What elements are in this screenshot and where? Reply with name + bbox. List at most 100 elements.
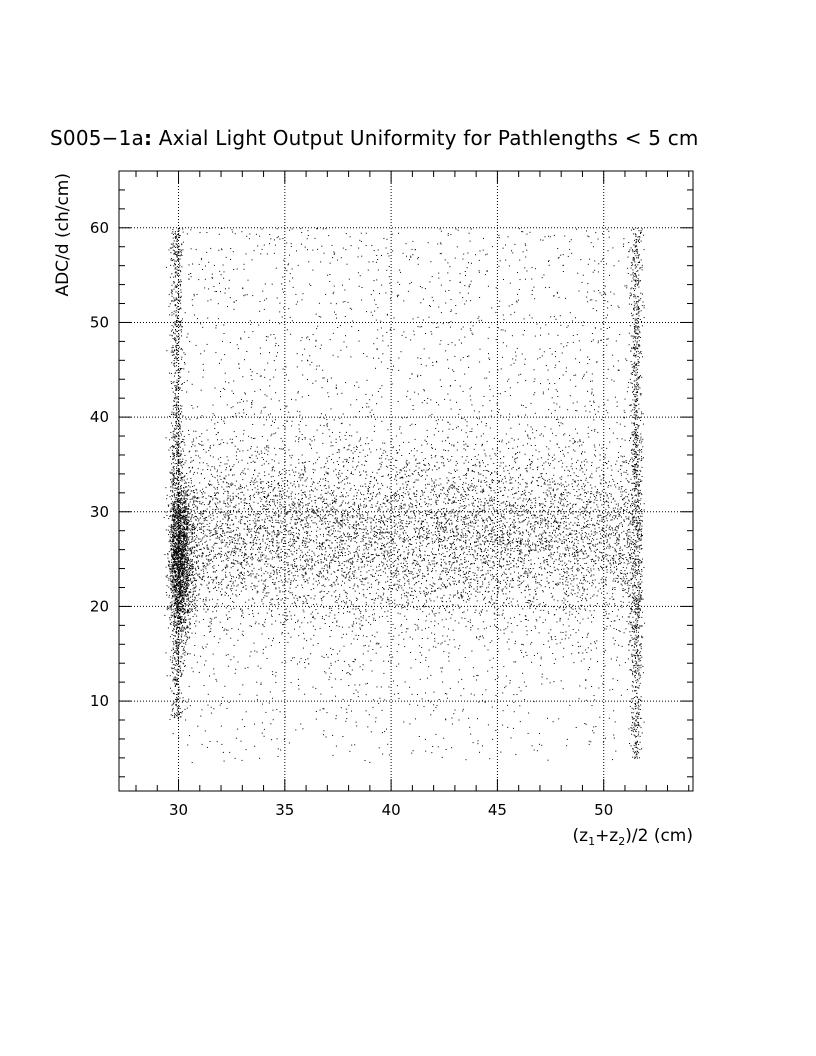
scatter-point — [542, 622, 544, 623]
scatter-point — [391, 500, 393, 502]
scatter-point — [350, 404, 352, 406]
scatter-point — [382, 520, 384, 522]
scatter-point — [183, 538, 185, 540]
scatter-point — [568, 637, 570, 639]
scatter-point — [347, 561, 349, 563]
scatter-point — [636, 595, 638, 597]
scatter-point — [636, 271, 638, 272]
scatter-point — [408, 453, 410, 454]
scatter-point — [614, 550, 616, 552]
scatter-point — [315, 535, 317, 537]
scatter-point — [478, 480, 479, 482]
scatter-point — [362, 407, 363, 409]
scatter-point — [203, 685, 205, 686]
scatter-point — [533, 598, 535, 600]
scatter-point — [188, 577, 189, 579]
scatter-point — [359, 612, 361, 614]
scatter-point — [381, 420, 383, 422]
scatter-point — [215, 578, 217, 580]
scatter-point — [543, 274, 545, 276]
scatter-point — [612, 637, 614, 639]
scatter-point — [193, 507, 195, 509]
scatter-point — [181, 608, 183, 610]
scatter-point — [640, 704, 642, 706]
scatter-point — [337, 530, 339, 532]
scatter-point — [384, 532, 386, 534]
scatter-point — [273, 572, 275, 574]
scatter-point — [256, 529, 258, 531]
scatter-point — [235, 542, 237, 544]
scatter-point — [413, 523, 415, 525]
scatter-point — [606, 625, 608, 627]
scatter-point — [549, 587, 550, 589]
scatter-point — [227, 665, 229, 667]
scatter-point — [306, 546, 308, 548]
scatter-point — [484, 558, 486, 560]
scatter-point — [599, 588, 601, 590]
scatter-point — [562, 453, 564, 455]
scatter-point — [177, 532, 179, 534]
scatter-point — [515, 538, 517, 540]
scatter-point — [511, 335, 513, 337]
scatter-point — [439, 576, 441, 578]
scatter-point — [328, 235, 330, 237]
scatter-point — [479, 576, 481, 578]
scatter-point — [399, 284, 401, 285]
scatter-point — [375, 525, 377, 527]
scatter-point — [350, 356, 352, 358]
scatter-point — [249, 523, 251, 525]
scatter-point — [428, 483, 430, 485]
scatter-point — [188, 572, 190, 574]
scatter-point — [290, 506, 292, 508]
scatter-point — [199, 573, 201, 575]
scatter-point — [346, 548, 348, 550]
scatter-point — [171, 478, 173, 480]
scatter-point — [624, 412, 626, 413]
scatter-point — [176, 683, 177, 685]
scatter-point — [180, 562, 182, 564]
scatter-point — [237, 538, 239, 540]
scatter-point — [464, 271, 466, 272]
scatter-point — [365, 602, 367, 604]
scatter-point — [478, 270, 480, 272]
scatter-point — [635, 428, 637, 430]
scatter-point — [271, 598, 273, 600]
scatter-point — [584, 557, 586, 559]
scatter-point — [341, 570, 343, 572]
scatter-point — [355, 489, 357, 490]
scatter-point — [244, 578, 246, 580]
scatter-point — [345, 502, 346, 504]
scatter-point — [635, 624, 637, 626]
scatter-point — [229, 465, 230, 467]
scatter-point — [605, 567, 607, 568]
scatter-point — [430, 504, 432, 506]
scatter-point — [593, 502, 595, 504]
scatter-point — [435, 428, 437, 429]
scatter-point — [554, 410, 556, 412]
scatter-point — [497, 591, 499, 593]
scatter-point — [229, 524, 231, 526]
scatter-point — [489, 499, 490, 501]
scatter-point — [477, 718, 478, 720]
scatter-point — [636, 546, 638, 548]
scatter-point — [465, 537, 467, 539]
scatter-point — [638, 669, 640, 671]
scatter-point — [528, 555, 530, 557]
scatter-point — [594, 413, 596, 415]
scatter-point — [617, 360, 619, 362]
scatter-point — [633, 654, 635, 656]
scatter-point — [406, 601, 407, 603]
scatter-point — [494, 679, 496, 681]
scatter-point — [635, 642, 637, 644]
scatter-point — [633, 346, 635, 348]
scatter-point — [466, 530, 468, 532]
scatter-point — [170, 503, 172, 505]
scatter-point — [524, 558, 525, 560]
scatter-point — [406, 526, 408, 528]
scatter-point — [267, 517, 269, 519]
scatter-point — [303, 575, 305, 577]
scatter-point — [584, 563, 586, 564]
scatter-point — [482, 488, 484, 490]
scatter-point — [575, 428, 576, 430]
scatter-point — [598, 406, 600, 408]
